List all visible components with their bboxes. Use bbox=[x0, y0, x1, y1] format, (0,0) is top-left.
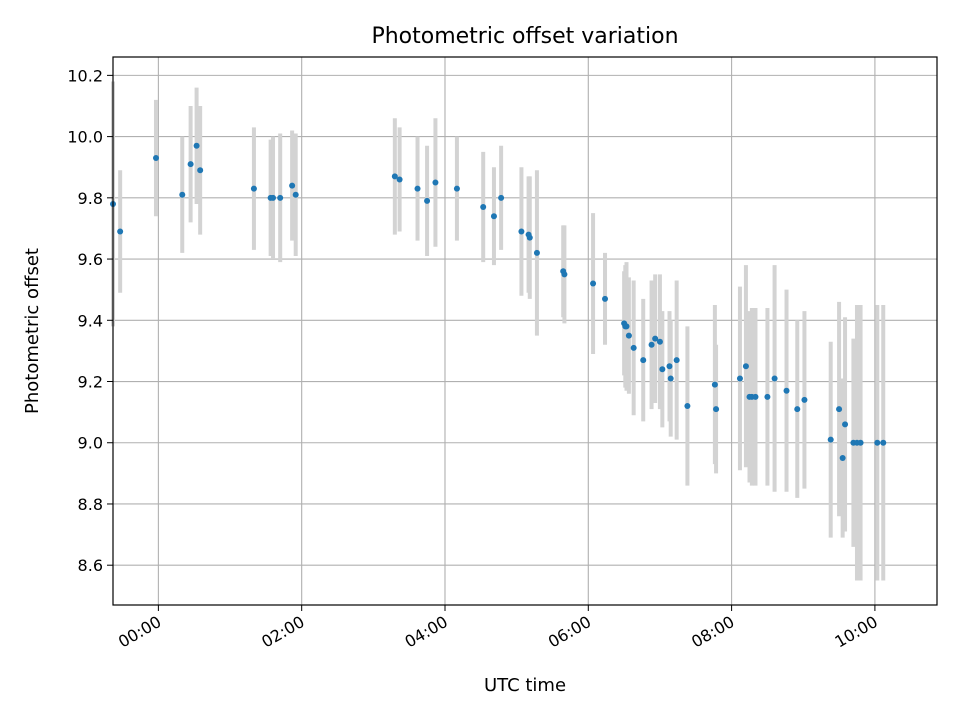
data-point bbox=[526, 234, 533, 241]
y-tick-label: 10.2 bbox=[67, 66, 103, 85]
data-point bbox=[179, 191, 186, 198]
data-point bbox=[771, 375, 778, 382]
y-axis-label: Photometric offset bbox=[22, 248, 43, 414]
data-point bbox=[396, 176, 403, 183]
x-tick-label: 08:00 bbox=[688, 612, 737, 652]
data-point bbox=[794, 406, 801, 413]
y-tick-label: 9.4 bbox=[78, 311, 103, 330]
y-tick-label: 8.8 bbox=[78, 495, 103, 514]
data-point bbox=[490, 213, 497, 220]
data-point bbox=[874, 439, 881, 446]
data-point bbox=[713, 406, 720, 413]
data-point bbox=[498, 194, 505, 201]
x-axis-label: UTC time bbox=[484, 675, 566, 696]
data-point bbox=[623, 323, 630, 330]
data-point bbox=[640, 357, 647, 364]
x-tick-label: 04:00 bbox=[402, 612, 451, 652]
data-point bbox=[736, 375, 743, 382]
data-point bbox=[480, 204, 487, 211]
x-tick-label: 10:00 bbox=[831, 612, 880, 652]
data-point bbox=[827, 436, 834, 443]
data-point bbox=[666, 363, 673, 370]
data-point bbox=[250, 185, 257, 192]
y-tick-label: 10.0 bbox=[67, 128, 103, 147]
data-point bbox=[561, 271, 568, 278]
error-bars bbox=[111, 81, 886, 581]
data-point bbox=[432, 179, 439, 186]
data-point bbox=[625, 332, 632, 339]
data-point bbox=[752, 393, 759, 400]
y-tick-label: 9.0 bbox=[78, 434, 103, 453]
chart-title: Photometric offset variation bbox=[371, 24, 678, 49]
plot-frame bbox=[112, 56, 938, 606]
data-point bbox=[518, 228, 525, 235]
x-tick-label: 02:00 bbox=[258, 612, 307, 652]
data-point bbox=[270, 194, 277, 201]
data-point bbox=[117, 228, 124, 235]
data-point bbox=[590, 280, 597, 287]
data-point bbox=[667, 375, 674, 382]
data-point bbox=[839, 455, 846, 462]
y-axis-ticks: 8.6 8.8 9.0 9.2 9.4 9.6 9.8 10.0 10.2 bbox=[67, 66, 113, 575]
data-point bbox=[424, 197, 431, 204]
data-point bbox=[764, 393, 771, 400]
data-point bbox=[602, 295, 609, 302]
data-point bbox=[289, 182, 296, 189]
grid bbox=[113, 57, 937, 605]
data-point bbox=[673, 357, 680, 364]
data-point bbox=[648, 341, 655, 348]
data-point bbox=[652, 335, 659, 342]
data-point bbox=[801, 396, 808, 403]
data-point bbox=[742, 363, 749, 370]
data-points bbox=[110, 142, 887, 462]
x-tick-label: 06:00 bbox=[545, 612, 594, 652]
data-point bbox=[391, 173, 398, 180]
data-point bbox=[533, 249, 540, 256]
data-point bbox=[453, 185, 460, 192]
data-point bbox=[197, 167, 204, 174]
data-point bbox=[783, 387, 790, 394]
x-tick-label: 00:00 bbox=[115, 612, 164, 652]
y-tick-label: 8.6 bbox=[78, 556, 103, 575]
y-tick-label: 9.2 bbox=[78, 373, 103, 392]
data-point bbox=[659, 366, 666, 373]
data-point bbox=[187, 161, 194, 168]
data-point bbox=[414, 185, 421, 192]
data-point bbox=[711, 381, 718, 388]
y-tick-label: 9.6 bbox=[78, 250, 103, 269]
data-point bbox=[152, 155, 159, 162]
y-tick-label: 9.8 bbox=[78, 189, 103, 208]
data-point bbox=[836, 406, 843, 413]
x-axis-ticks: 00:00 02:00 04:00 06:00 08:00 10:00 bbox=[115, 605, 881, 652]
data-point bbox=[656, 338, 663, 345]
data-point bbox=[630, 344, 637, 351]
data-point bbox=[684, 403, 691, 410]
data-point bbox=[193, 142, 200, 149]
data-point bbox=[292, 191, 299, 198]
data-point bbox=[842, 421, 849, 428]
data-point bbox=[857, 439, 864, 446]
data-point bbox=[880, 439, 887, 446]
data-point bbox=[277, 194, 284, 201]
